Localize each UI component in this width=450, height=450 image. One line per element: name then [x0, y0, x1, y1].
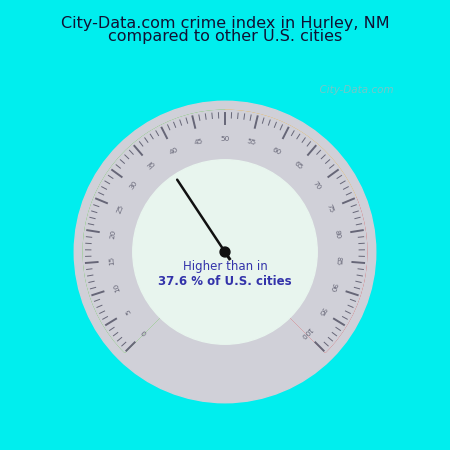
Text: 10: 10 — [113, 282, 122, 292]
Text: 60: 60 — [271, 146, 282, 156]
Text: 65: 65 — [293, 161, 304, 171]
Text: 95: 95 — [317, 306, 327, 317]
Text: compared to other U.S. cities: compared to other U.S. cities — [108, 29, 342, 44]
Text: City-Data.com crime index in Hurley, NM: City-Data.com crime index in Hurley, NM — [61, 16, 389, 31]
Text: 37.6 % of U.S. cities: 37.6 % of U.S. cities — [158, 275, 292, 288]
Text: 25: 25 — [116, 203, 125, 214]
Wedge shape — [225, 110, 356, 217]
Text: 0: 0 — [141, 328, 148, 336]
Text: 80: 80 — [333, 229, 341, 239]
Text: 15: 15 — [108, 256, 115, 266]
Text: 50: 50 — [220, 135, 230, 142]
Text: 5: 5 — [125, 308, 132, 315]
Circle shape — [133, 160, 317, 344]
Text: 100: 100 — [298, 325, 312, 339]
Text: 75: 75 — [325, 203, 334, 214]
Wedge shape — [290, 198, 367, 352]
Text: 90: 90 — [328, 282, 337, 292]
Circle shape — [74, 101, 376, 403]
Text: City-Data.com: City-Data.com — [313, 85, 393, 95]
Text: 45: 45 — [194, 138, 204, 146]
Text: Higher than in: Higher than in — [183, 261, 267, 273]
Text: 35: 35 — [146, 161, 157, 171]
Text: 85: 85 — [335, 256, 342, 266]
Text: 70: 70 — [311, 180, 322, 191]
Circle shape — [220, 247, 230, 257]
Wedge shape — [83, 110, 367, 352]
Text: 40: 40 — [168, 146, 179, 156]
Text: 55: 55 — [246, 138, 256, 146]
Wedge shape — [83, 110, 225, 352]
Text: 20: 20 — [109, 229, 117, 239]
Text: 30: 30 — [128, 180, 139, 191]
